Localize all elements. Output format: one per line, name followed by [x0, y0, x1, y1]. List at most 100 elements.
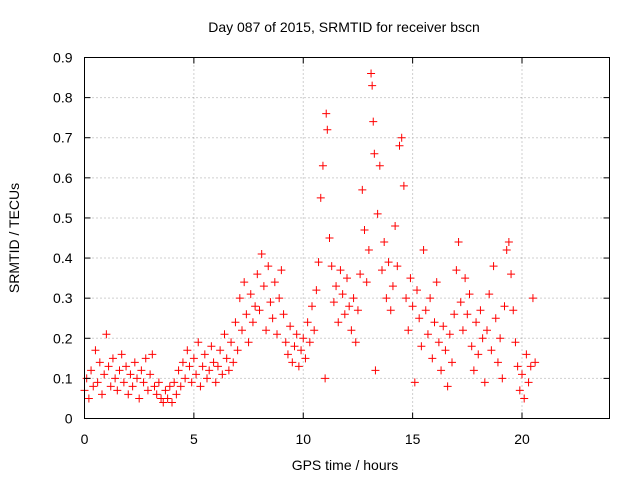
data-point [314, 258, 323, 267]
data-point [362, 278, 371, 287]
data-point [231, 318, 240, 327]
data-point [133, 374, 141, 383]
data-point [375, 161, 384, 170]
data-point [369, 117, 378, 126]
data-point [421, 306, 430, 315]
data-point [463, 310, 472, 319]
data-point [253, 270, 262, 279]
data-point [511, 338, 520, 347]
data-point [266, 298, 275, 307]
data-point [238, 326, 246, 335]
y-tick-label: 0.7 [53, 130, 73, 146]
data-point [233, 346, 242, 355]
data-point [430, 318, 439, 327]
data-point [211, 378, 220, 387]
data-point [502, 246, 511, 255]
data-point [117, 350, 126, 359]
data-point [526, 362, 535, 371]
data-point [198, 362, 207, 371]
data-point [277, 266, 286, 275]
data-point [423, 330, 432, 339]
data-point [185, 362, 194, 371]
data-point [445, 330, 454, 339]
data-point [100, 370, 109, 379]
data-point [520, 394, 529, 403]
data-point [415, 314, 424, 323]
y-tick-label: 0.8 [53, 90, 73, 106]
y-tick-label: 0.9 [53, 50, 73, 66]
data-point [474, 350, 483, 359]
data-point [322, 109, 331, 118]
data-point [242, 310, 251, 319]
data-point [419, 246, 428, 255]
data-point [283, 350, 292, 359]
data-point [509, 306, 518, 315]
data-point [106, 382, 115, 391]
data-point [146, 370, 155, 379]
data-point [321, 374, 330, 383]
data-point [434, 338, 443, 347]
data-point [200, 350, 209, 359]
data-point [465, 290, 474, 299]
data-point [493, 358, 502, 367]
data-point [458, 326, 467, 335]
data-point [108, 354, 117, 363]
data-point [498, 374, 507, 383]
data-point [393, 262, 402, 271]
data-point [297, 346, 306, 355]
data-point [104, 362, 113, 371]
data-point [91, 346, 100, 355]
data-point [384, 258, 393, 267]
data-point [113, 386, 122, 395]
data-point [531, 358, 540, 367]
data-point [290, 342, 299, 351]
data-point [439, 322, 448, 331]
y-tick-label: 0.2 [53, 330, 73, 346]
data-point [89, 382, 98, 391]
y-tick-label: 0.5 [53, 210, 73, 226]
data-point [292, 330, 301, 339]
data-point [227, 338, 236, 347]
data-point [259, 282, 268, 291]
data-point [496, 334, 505, 343]
data-point [207, 342, 216, 351]
data-point [395, 141, 404, 150]
data-point [301, 354, 310, 363]
data-point [275, 294, 284, 303]
data-point [329, 298, 338, 307]
data-point [500, 302, 509, 311]
data-point [270, 278, 279, 287]
data-point [115, 366, 124, 375]
data-point [262, 326, 271, 335]
plot-frame [84, 57, 610, 419]
x-tick-label: 10 [295, 431, 311, 447]
data-point [130, 358, 139, 367]
data-point [456, 298, 465, 307]
data-point [165, 382, 174, 391]
data-point [325, 234, 334, 242]
data-point [353, 306, 362, 315]
data-point [154, 378, 163, 387]
data-point [491, 314, 500, 323]
data-point [483, 326, 491, 335]
data-point [139, 378, 148, 387]
data-point [391, 221, 400, 230]
data-point [229, 358, 238, 367]
data-point [356, 270, 365, 279]
data-point [450, 310, 459, 319]
data-point [370, 149, 379, 158]
data-point [406, 274, 415, 283]
data-point [426, 294, 435, 303]
data-point [93, 378, 102, 387]
data-point [240, 278, 249, 287]
data-point [102, 330, 111, 339]
data-point [246, 290, 255, 299]
data-point [308, 302, 316, 311]
data-point [382, 294, 391, 303]
data-point [441, 346, 450, 355]
data-point [443, 382, 452, 391]
data-point [417, 342, 426, 351]
data-point [513, 362, 522, 371]
data-point [364, 246, 373, 255]
